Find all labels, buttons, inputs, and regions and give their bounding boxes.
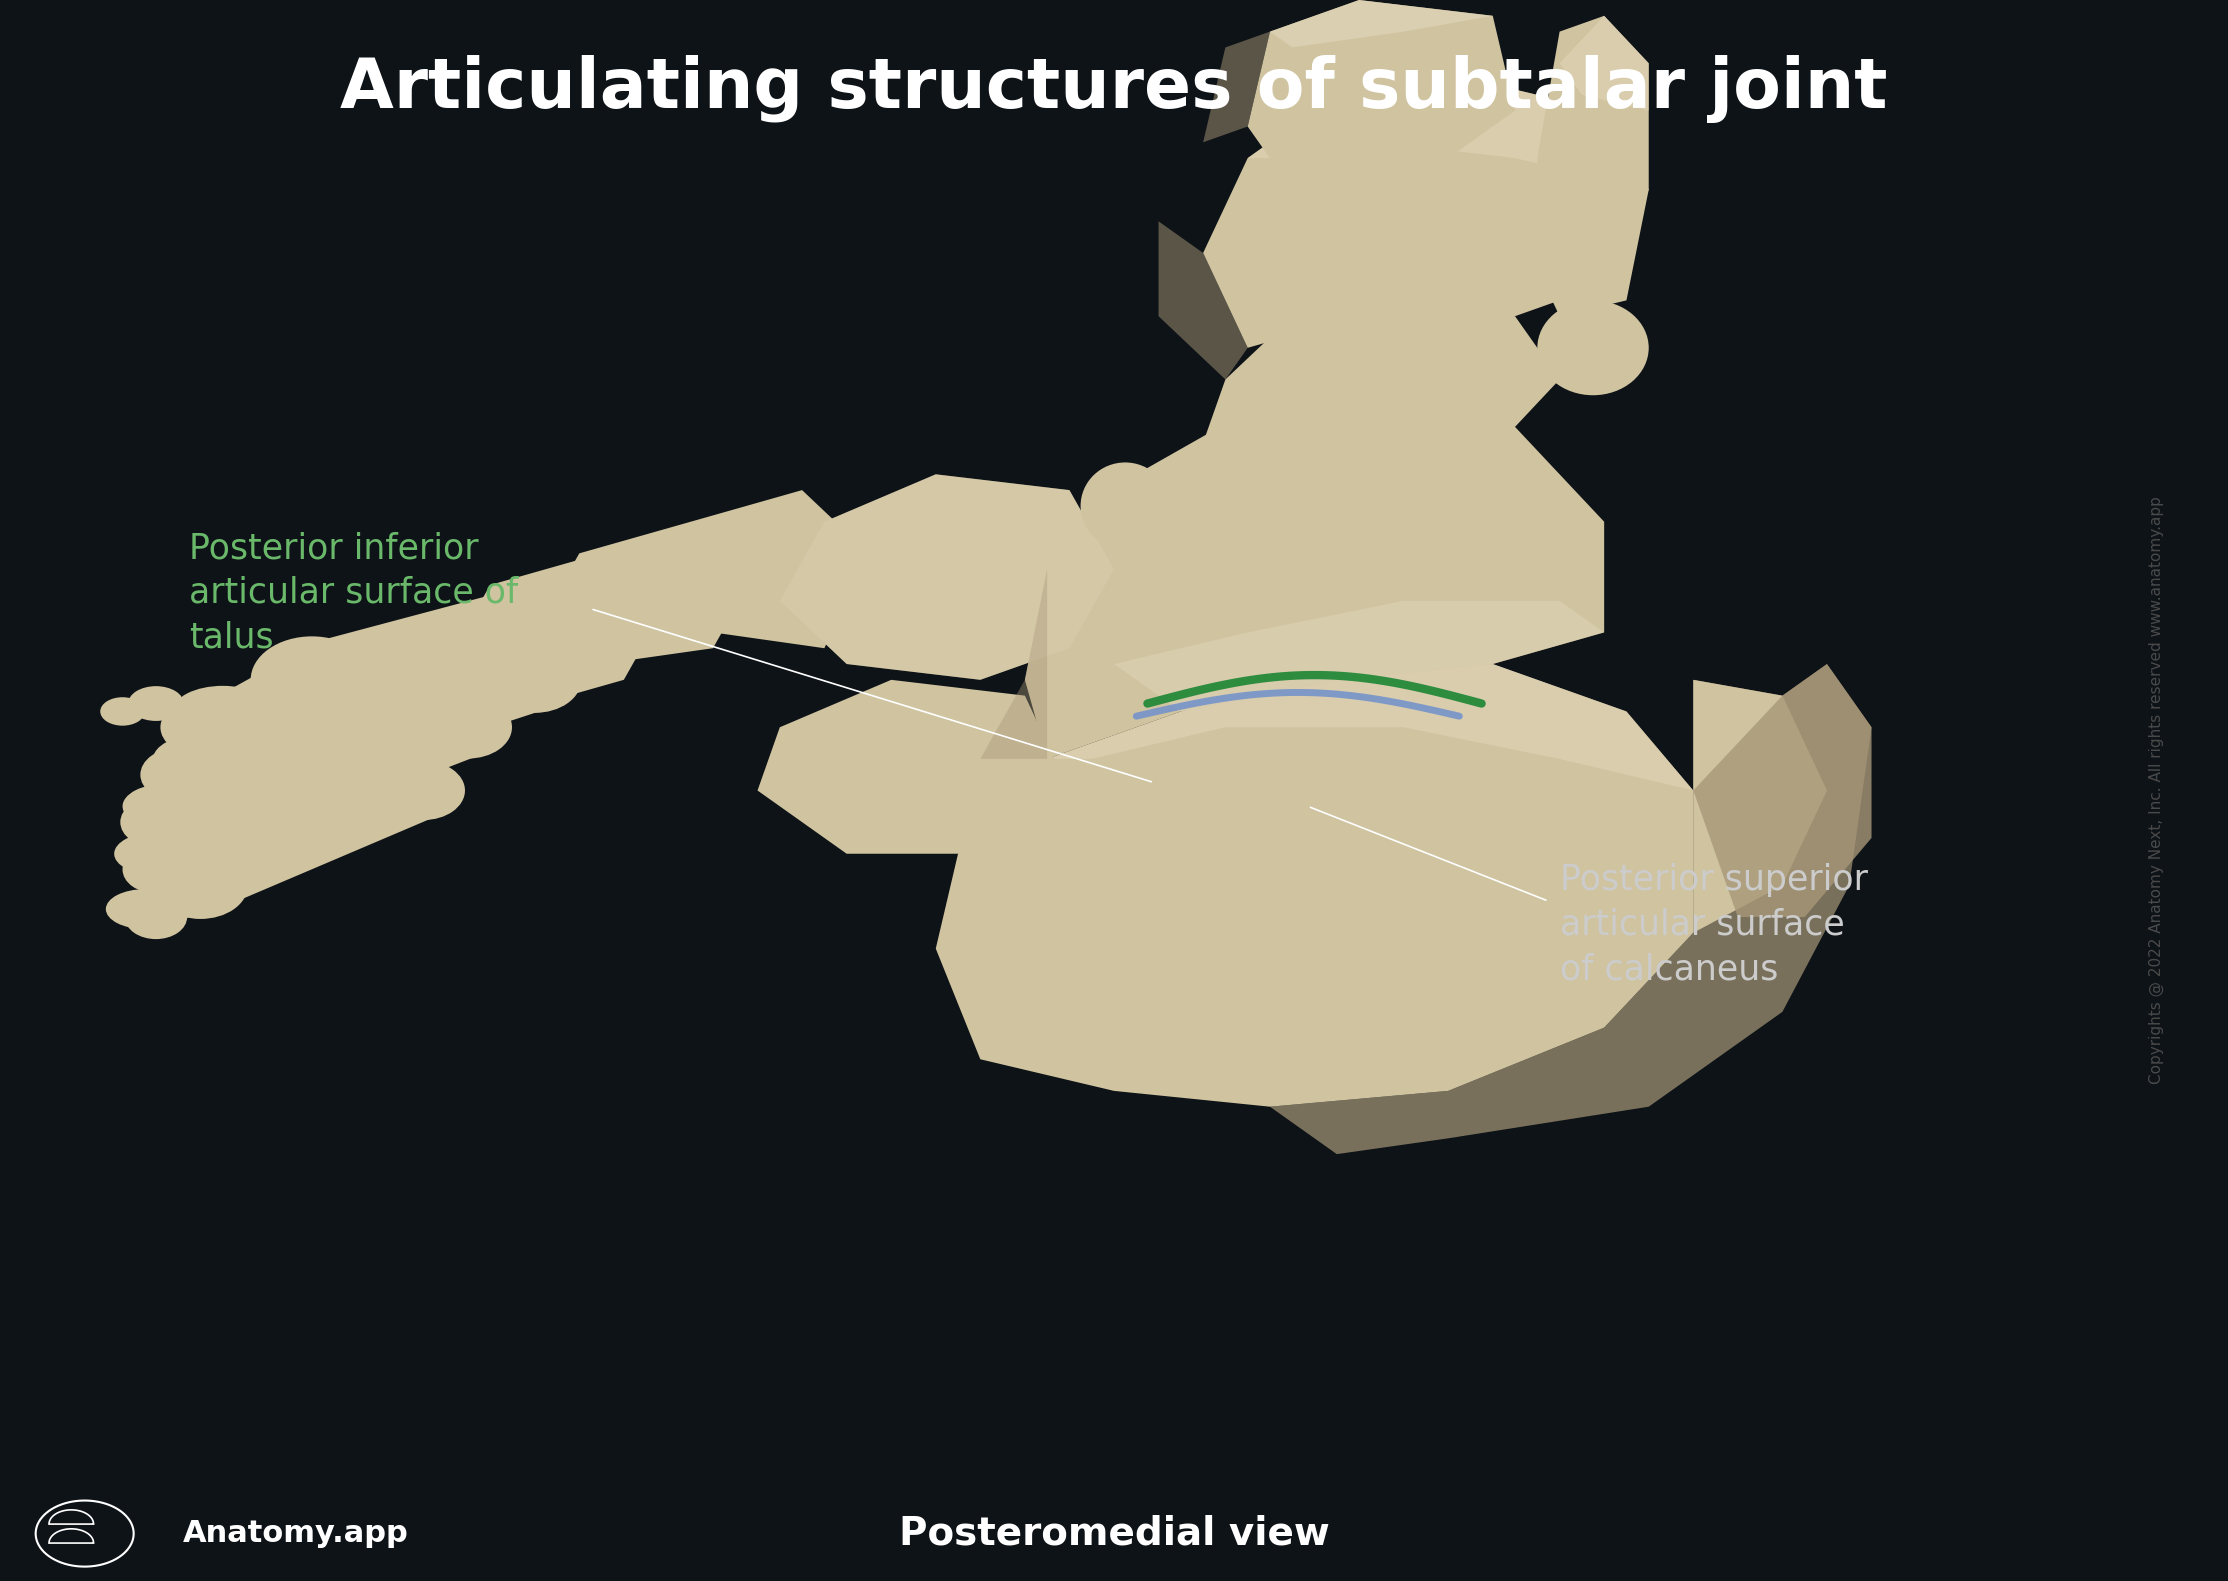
Ellipse shape — [140, 748, 216, 802]
Polygon shape — [535, 522, 758, 664]
Text: Posterior inferior
articular surface of
talus: Posterior inferior articular surface of … — [189, 531, 519, 655]
Ellipse shape — [154, 735, 247, 783]
Polygon shape — [758, 680, 1069, 854]
Text: Copyrights @ 2022 Anatomy Next, Inc. All rights reserved www.anatomy.app: Copyrights @ 2022 Anatomy Next, Inc. All… — [2150, 496, 2163, 1085]
Ellipse shape — [129, 686, 183, 721]
Polygon shape — [167, 704, 310, 789]
Text: Posteromedial view: Posteromedial view — [898, 1515, 1330, 1553]
Ellipse shape — [174, 686, 274, 737]
Text: Posterior superior
articular surface
of calcaneus: Posterior superior articular surface of … — [1560, 863, 1867, 987]
Text: Anatomy.app: Anatomy.app — [183, 1519, 408, 1548]
Ellipse shape — [234, 688, 345, 767]
Polygon shape — [780, 474, 1114, 680]
Polygon shape — [227, 653, 553, 802]
Polygon shape — [646, 490, 869, 648]
Ellipse shape — [423, 696, 512, 759]
Polygon shape — [1270, 0, 1493, 47]
Ellipse shape — [114, 832, 198, 876]
Polygon shape — [272, 604, 619, 756]
Polygon shape — [1693, 664, 1872, 917]
Text: Articulating structures of subtalar joint: Articulating structures of subtalar join… — [341, 55, 1887, 123]
Polygon shape — [143, 870, 223, 926]
Ellipse shape — [125, 895, 187, 939]
Polygon shape — [294, 552, 686, 713]
Ellipse shape — [154, 852, 247, 919]
Polygon shape — [1203, 32, 1270, 142]
Ellipse shape — [100, 697, 145, 726]
Polygon shape — [1114, 601, 1604, 711]
Polygon shape — [1203, 79, 1649, 348]
Ellipse shape — [1081, 462, 1170, 549]
Ellipse shape — [123, 784, 212, 828]
Polygon shape — [1159, 221, 1248, 379]
Polygon shape — [1270, 664, 1872, 1154]
Ellipse shape — [381, 760, 466, 821]
Polygon shape — [1203, 285, 1560, 474]
Polygon shape — [143, 805, 247, 879]
Polygon shape — [1248, 0, 1515, 190]
Polygon shape — [1025, 379, 1604, 759]
Polygon shape — [1448, 680, 1827, 1091]
Polygon shape — [980, 569, 1047, 759]
Polygon shape — [143, 754, 267, 835]
Polygon shape — [1560, 16, 1649, 111]
Ellipse shape — [615, 547, 722, 623]
Polygon shape — [180, 767, 443, 909]
Ellipse shape — [488, 647, 582, 713]
Polygon shape — [187, 656, 332, 741]
Ellipse shape — [252, 636, 374, 724]
Polygon shape — [780, 474, 1114, 680]
Ellipse shape — [160, 699, 241, 756]
Ellipse shape — [192, 737, 299, 813]
Polygon shape — [203, 702, 488, 847]
Ellipse shape — [120, 797, 192, 847]
Ellipse shape — [174, 787, 274, 857]
Ellipse shape — [1537, 300, 1649, 395]
Polygon shape — [1248, 79, 1649, 190]
Polygon shape — [1537, 16, 1649, 316]
Polygon shape — [1047, 664, 1693, 790]
Ellipse shape — [107, 889, 183, 930]
Polygon shape — [446, 553, 668, 711]
Ellipse shape — [553, 598, 651, 667]
Ellipse shape — [123, 846, 189, 893]
Polygon shape — [936, 664, 1693, 1107]
